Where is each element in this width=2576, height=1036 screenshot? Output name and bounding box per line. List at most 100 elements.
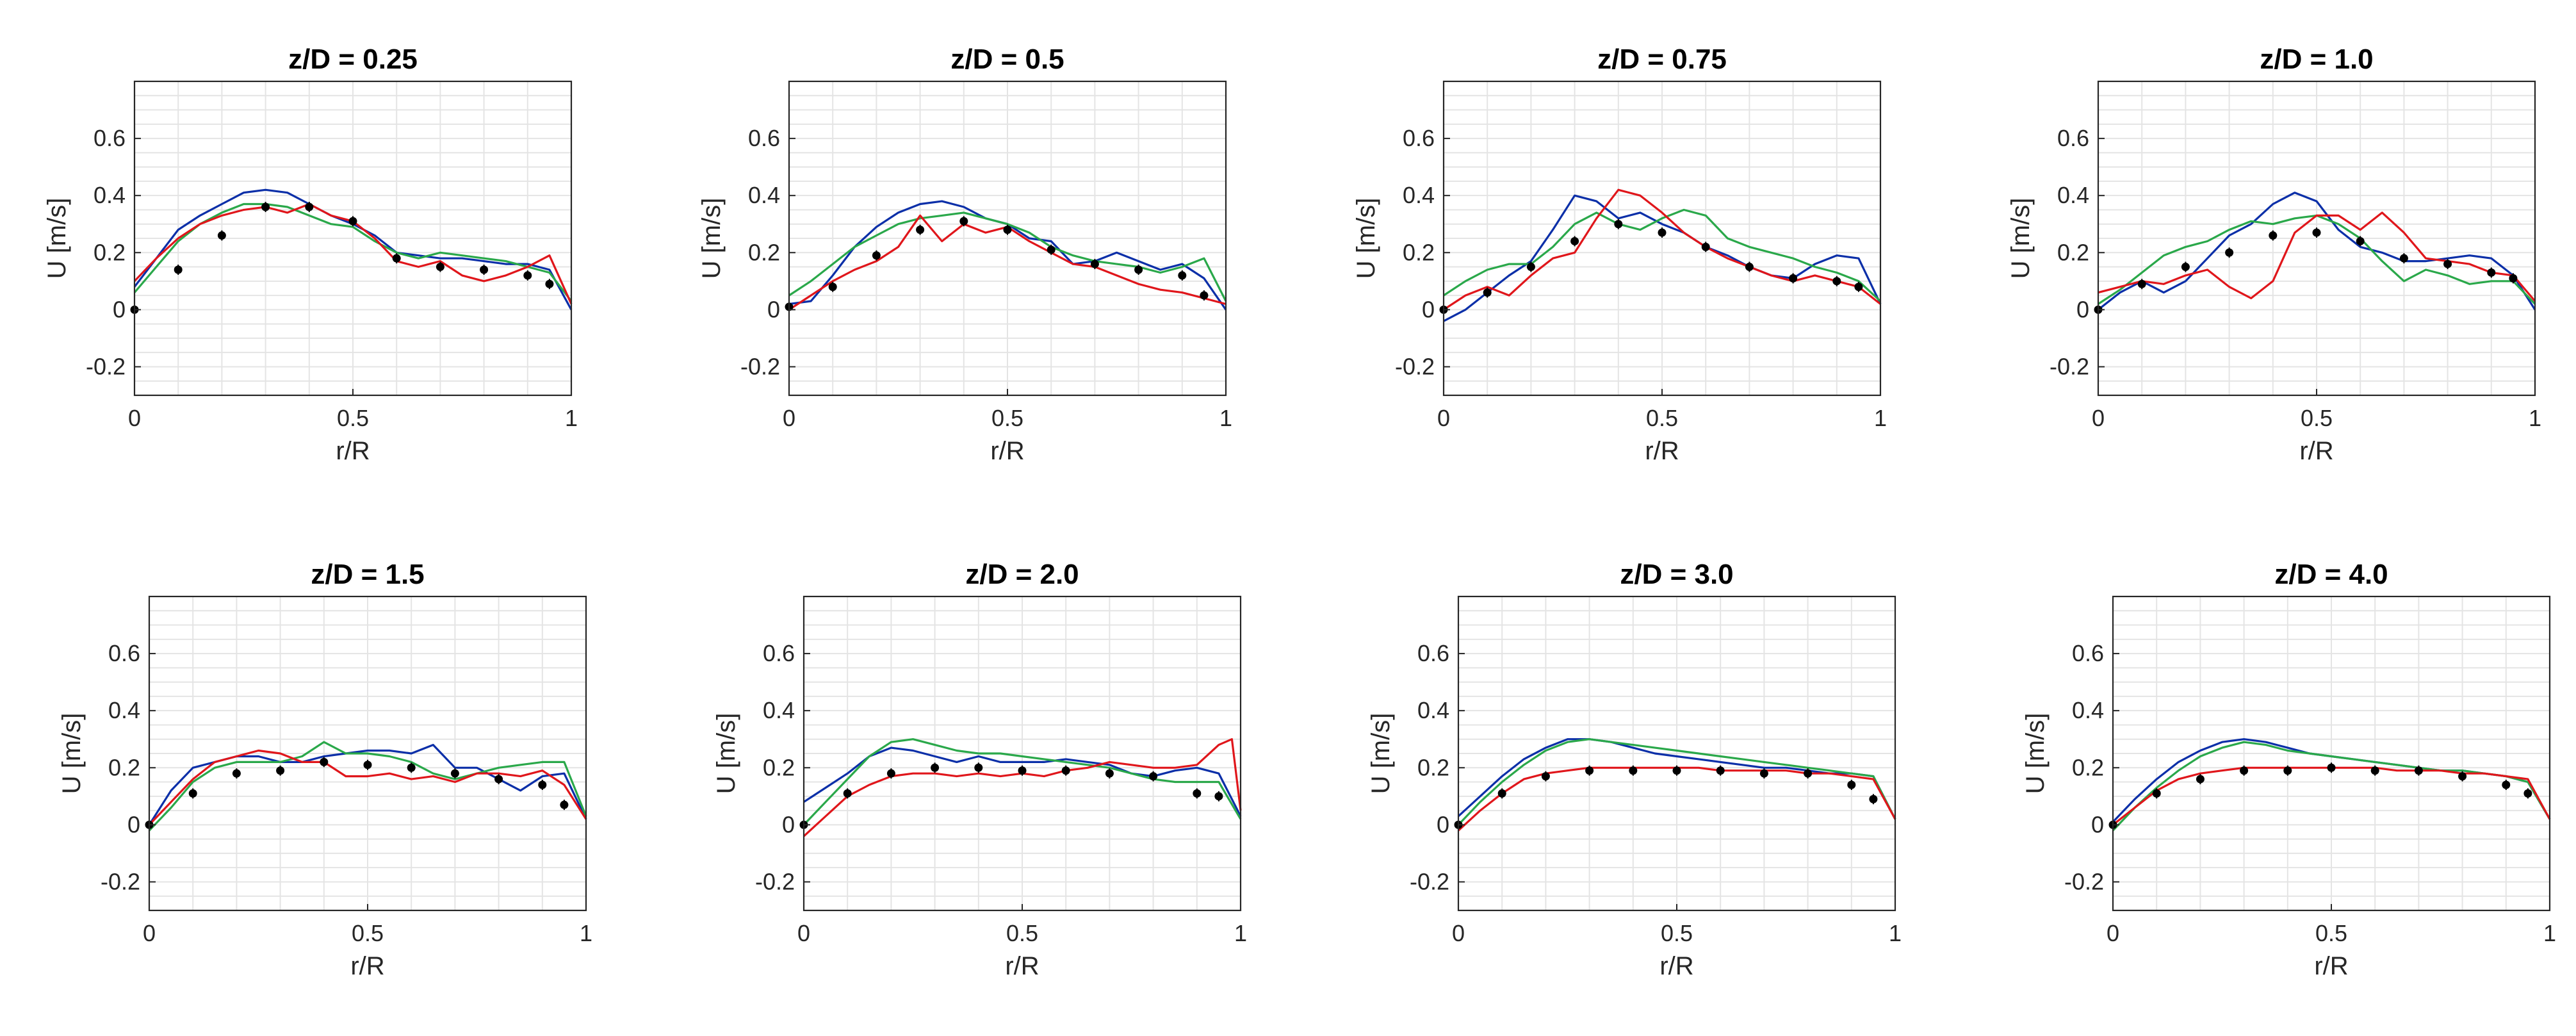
y-tick-label: 0.2 [2072,754,2104,780]
data-marker [305,202,314,211]
data-marker [1759,769,1768,778]
y-tick-label: 0 [2091,811,2104,837]
y-tick-label: 0.6 [2072,640,2104,666]
series-line-red [803,738,1242,837]
x-tick-label: 0 [797,920,810,946]
panel-3: 0 0.5 1-0.200.20.40.6z/D = 0.75r/RU [m/s] [1352,44,1887,465]
series-line-blue [2098,192,2536,311]
x-tick-label: 0 [2092,405,2105,431]
x-axis-label: r/R [1005,952,1039,980]
data-marker [1214,792,1223,801]
x-tick-label: 0 [783,405,795,431]
data-marker [1658,228,1667,237]
y-tick-label: -0.2 [755,868,795,894]
x-axis-label: r/R [350,952,384,980]
series-line-green [1443,208,1882,302]
data-marker [2225,248,2234,257]
x-tick-label: 1 [565,405,578,431]
series-line-red [1443,188,1881,311]
y-axis-label: U [m/s] [697,198,726,279]
y-tick-label: 0 [113,296,126,322]
series-line-green [803,738,1242,826]
series-line-blue [803,746,1242,817]
series-line-blue [1443,194,1882,322]
panel-title: z/D = 2.0 [965,559,1079,590]
y-tick-label: 0.2 [1417,754,1449,780]
y-tick-label: -0.2 [86,353,126,379]
x-axis-label: r/R [1645,437,1679,465]
panel-title: z/D = 0.75 [1597,44,1727,75]
y-tick-label: 0.6 [748,125,780,151]
data-marker [2370,766,2379,775]
x-axis-label: r/R [990,437,1024,465]
series-line-green [788,211,1227,302]
x-tick-label: 0 [143,920,156,946]
x-tick-label: 0.5 [1006,920,1038,946]
x-tick-label: 0.5 [2315,920,2347,946]
data-marker [1716,766,1725,775]
y-tick-label: -0.2 [740,353,780,379]
y-tick-label: 0 [767,296,780,322]
y-tick-label: 0.2 [108,754,140,780]
y-tick-label: 0.2 [1403,239,1435,265]
y-tick-label: 0.6 [94,125,126,151]
y-tick-label: 0 [1422,296,1435,322]
data-marker [232,769,241,778]
panel-5: 0 0.5 1-0.200.20.40.6z/D = 1.5r/RU [m/s] [58,559,592,980]
x-tick-label: 1 [1889,920,1902,946]
y-tick-label: -0.2 [2050,353,2089,379]
y-axis-label: U [m/s] [58,713,86,794]
data-marker [494,775,503,784]
data-marker [872,251,881,260]
data-marker [1134,265,1143,274]
data-marker [2523,789,2532,798]
data-marker [2269,231,2278,240]
data-marker [261,202,270,211]
y-tick-label: 0.4 [763,697,795,723]
x-tick-label: 0.5 [991,405,1023,431]
series-line-green [148,741,587,832]
data-marker [1541,772,1550,781]
data-marker [1585,766,1594,775]
y-axis-label: U [m/s] [712,713,740,794]
data-marker [407,763,416,772]
series-line-red [2098,211,2536,302]
x-tick-label: 1 [580,920,592,946]
data-marker [188,789,197,798]
x-tick-label: 0.5 [352,920,384,946]
data-marker [1672,766,1681,775]
data-marker [276,766,285,775]
panel-6: 0 0.5 1-0.200.20.40.6z/D = 2.0r/RU [m/s] [712,559,1247,980]
data-marker [538,780,547,789]
data-marker [2137,279,2146,288]
data-marker [2240,766,2249,775]
y-tick-label: 0.2 [748,239,780,265]
data-marker [1629,766,1638,775]
series-line-red [148,749,587,826]
x-tick-label: 0.5 [1661,920,1693,946]
panel-title: z/D = 1.5 [311,559,424,590]
panel-title: z/D = 3.0 [1620,559,1733,590]
data-marker [931,763,940,772]
y-tick-label: 0.4 [2057,182,2089,208]
data-marker [1701,242,1710,251]
panel-4: 0 0.5 1-0.200.20.40.6z/D = 1.0r/RU [m/s] [2007,44,2541,465]
data-marker [2181,263,2190,272]
data-marker [1047,245,1056,254]
data-marker [1003,226,1012,234]
data-marker [2458,772,2467,781]
data-marker [2196,775,2205,784]
panel-title: z/D = 0.25 [288,44,418,75]
data-marker [886,769,895,778]
x-tick-label: 0.5 [1646,405,1678,431]
y-tick-label: 0.4 [1403,182,1435,208]
data-marker [1847,780,1856,789]
data-marker [1149,772,1158,781]
data-marker [974,763,983,772]
data-marker [523,271,532,280]
y-axis-label: U [m/s] [1367,713,1395,794]
data-marker [348,217,357,226]
data-marker [560,800,569,809]
data-marker [450,769,459,778]
